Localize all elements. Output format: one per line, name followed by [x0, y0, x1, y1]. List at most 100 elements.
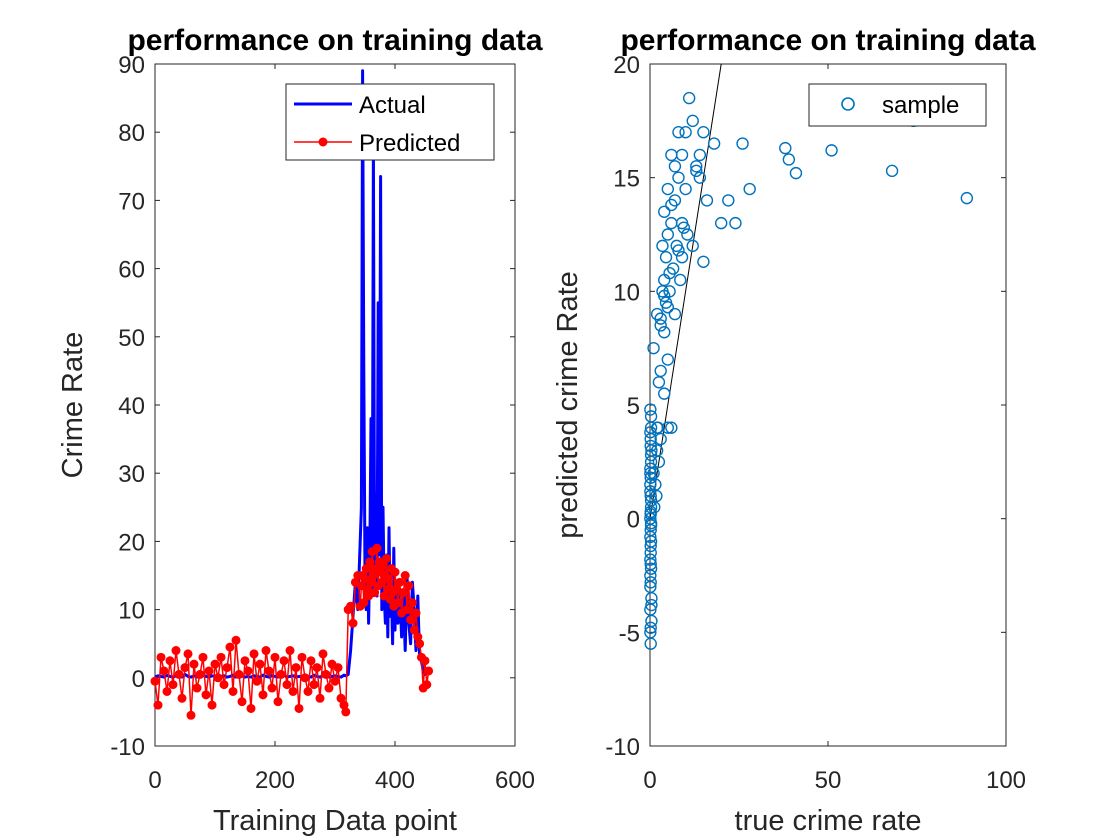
data-point-predicted — [240, 656, 250, 666]
scatter-point — [658, 326, 671, 339]
data-point-predicted — [361, 564, 371, 574]
data-point-predicted — [321, 669, 331, 679]
scatter-point — [658, 205, 671, 218]
scatter-point — [644, 519, 658, 532]
data-point-predicted — [180, 663, 190, 673]
data-point-predicted — [348, 618, 358, 628]
data-point-predicted — [153, 700, 163, 710]
data-point-predicted — [273, 697, 283, 707]
data-point-predicted — [189, 659, 199, 669]
scatter-point — [659, 251, 673, 264]
data-point-predicted — [198, 652, 208, 662]
left-y-tick-label: 0 — [132, 666, 145, 693]
scatter-point — [658, 387, 671, 400]
legend-predicted-marker — [318, 137, 328, 147]
scatter-point — [715, 216, 728, 230]
data-point-predicted — [210, 659, 220, 669]
left-legend-box — [285, 83, 495, 161]
data-point-predicted — [246, 703, 256, 713]
right-y-tick-label: -5 — [619, 620, 640, 647]
data-point-predicted — [201, 690, 211, 700]
data-point-predicted — [297, 652, 307, 662]
scatter-point — [722, 194, 735, 207]
legend-predicted-label: Predicted — [359, 130, 460, 157]
left-x-tick-label: 0 — [148, 767, 161, 794]
scatter-point — [644, 439, 657, 453]
data-point-predicted — [243, 666, 253, 676]
left-plot-frame — [154, 63, 516, 747]
scatter-point — [654, 312, 667, 325]
data-point-predicted — [382, 553, 392, 563]
scatter-point — [681, 228, 694, 241]
left-y-tick-label: 30 — [118, 461, 145, 488]
data-point-predicted — [285, 646, 295, 656]
data-point-predicted — [252, 676, 262, 686]
scatter-point — [644, 637, 657, 650]
scatter-point — [644, 621, 657, 634]
data-point-predicted — [409, 625, 419, 635]
data-point-predicted — [171, 646, 181, 656]
data-point-predicted — [315, 693, 325, 703]
scatter-point — [672, 125, 685, 139]
right-plot-frame — [649, 63, 1007, 747]
scatter-point — [647, 341, 660, 355]
left-y-tick-label: 50 — [118, 325, 145, 352]
data-point-predicted — [264, 666, 274, 676]
data-point-predicted — [159, 666, 169, 676]
scatter-point — [782, 153, 796, 166]
data-point-predicted — [336, 693, 346, 703]
scatter-point — [665, 148, 678, 162]
scatter-point — [729, 216, 742, 230]
scatter-point — [677, 221, 691, 234]
scatter-point — [960, 191, 974, 205]
scatter-point — [707, 137, 721, 150]
right-y-tick-label: 0 — [627, 507, 640, 534]
left-x-tick-label: 200 — [255, 767, 295, 794]
right-legend-box — [808, 83, 987, 127]
scatter-point — [644, 478, 657, 491]
scatter-point — [661, 228, 674, 241]
scatter-point — [668, 307, 682, 321]
left-y-tick-label: 10 — [118, 598, 145, 625]
scatter-point — [644, 410, 658, 423]
scatter-point — [644, 523, 657, 537]
scatter-point — [736, 137, 749, 150]
data-point-predicted — [411, 608, 421, 618]
data-point-predicted — [398, 588, 408, 598]
scatter-point — [644, 562, 658, 575]
left-y-tick-label: 60 — [118, 257, 145, 284]
scatter-point — [645, 598, 658, 612]
left-x-axis-label: Training Data point — [213, 805, 457, 837]
scatter-point — [697, 255, 710, 268]
data-point-predicted — [156, 652, 166, 662]
data-point-predicted — [318, 649, 328, 659]
data-point-predicted — [237, 697, 247, 707]
data-point-predicted — [406, 615, 416, 625]
scatter-point — [644, 403, 657, 416]
data-point-predicted — [222, 663, 232, 673]
scatter-point — [644, 546, 657, 559]
data-point-predicted — [228, 686, 238, 696]
data-point-predicted — [324, 683, 334, 693]
data-point-predicted — [365, 557, 375, 567]
data-point-predicted — [258, 690, 268, 700]
scatter-point — [648, 501, 661, 514]
data-point-predicted — [255, 659, 265, 669]
scatter-point — [789, 166, 803, 180]
right-ticks: 0 50 100 -10 -5 0 5 10 15 20 — [605, 52, 1026, 794]
data-point-predicted — [231, 635, 241, 645]
data-point-predicted — [413, 632, 423, 642]
scatter-point — [679, 182, 692, 196]
scatter-point — [779, 141, 792, 155]
data-point-predicted — [174, 669, 184, 679]
scatter-point — [682, 91, 696, 105]
scatter-point — [650, 421, 664, 434]
data-point-predicted — [306, 656, 316, 666]
legend-sample-marker — [841, 97, 855, 111]
right-x-axis-label: true crime rate — [735, 805, 922, 837]
data-point-predicted — [270, 652, 280, 662]
left-y-tick-label: 40 — [118, 393, 145, 420]
left-y-tick-label: 70 — [118, 188, 145, 215]
